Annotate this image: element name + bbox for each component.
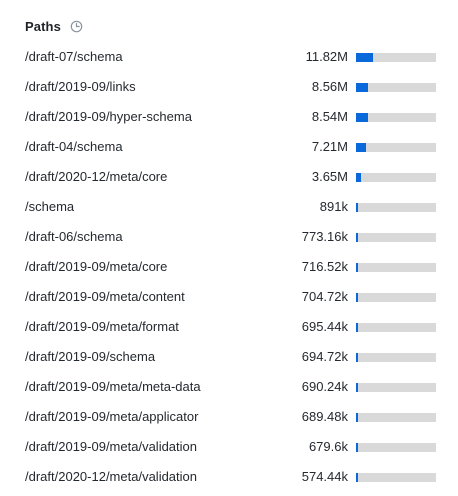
list-item[interactable]: /draft/2019-09/meta/meta-data 690.24k xyxy=(0,373,458,403)
count-bar-fill xyxy=(356,173,361,182)
count-bar-fill xyxy=(356,83,368,92)
paths-header: Paths xyxy=(25,16,83,36)
count-bar-fill xyxy=(356,323,358,332)
count-bar-fill xyxy=(356,293,358,302)
path-label: /draft/2019-09/meta/content xyxy=(25,289,185,304)
count-bar xyxy=(356,263,436,272)
path-label: /draft/2019-09/meta/meta-data xyxy=(25,379,201,394)
count-bar xyxy=(356,323,436,332)
count-bar-fill xyxy=(356,263,358,272)
list-item[interactable]: /draft-06/schema 773.16k xyxy=(0,223,458,253)
path-label: /draft-06/schema xyxy=(25,229,123,244)
list-item[interactable]: /draft/2019-09/hyper-schema 8.54M xyxy=(0,103,458,133)
count-bar xyxy=(356,353,436,362)
list-item[interactable]: /draft/2019-09/meta/format 695.44k xyxy=(0,313,458,343)
clock-icon[interactable] xyxy=(70,20,83,33)
path-label: /draft/2020-12/meta/core xyxy=(25,169,168,184)
count-bar-fill xyxy=(356,233,358,242)
list-item[interactable]: /draft/2019-09/links 8.56M xyxy=(0,73,458,103)
count-value: 694.72k xyxy=(301,349,348,364)
path-label: /draft/2019-09/meta/format xyxy=(25,319,179,334)
list-item[interactable]: /draft/2019-09/schema 694.72k xyxy=(0,343,458,373)
count-value: 716.52k xyxy=(301,259,348,274)
list-item[interactable]: /draft/2020-12/meta/validation 574.44k xyxy=(0,463,458,493)
count-bar-fill xyxy=(356,113,368,122)
count-value: 695.44k xyxy=(301,319,348,334)
list-item[interactable]: /draft/2020-12/meta/core 3.65M xyxy=(0,163,458,193)
count-bar xyxy=(356,203,436,212)
count-bar-fill xyxy=(356,353,358,362)
list-item[interactable]: /draft/2019-09/meta/applicator 689.48k xyxy=(0,403,458,433)
count-value: 8.54M xyxy=(311,109,348,124)
count-value: 690.24k xyxy=(301,379,348,394)
count-bar-fill xyxy=(356,53,373,62)
path-label: /schema xyxy=(25,199,75,214)
count-bar-fill xyxy=(356,143,366,152)
list-item[interactable]: /draft-04/schema 7.21M xyxy=(0,133,458,163)
count-value: 8.56M xyxy=(311,79,348,94)
count-bar xyxy=(356,173,436,182)
count-value: 11.82M xyxy=(305,49,348,64)
count-bar xyxy=(356,233,436,242)
path-label: /draft/2019-09/meta/applicator xyxy=(25,409,199,424)
count-bar xyxy=(356,53,436,62)
path-label: /draft/2019-09/meta/core xyxy=(25,259,168,274)
count-bar xyxy=(356,113,436,122)
count-value: 574.44k xyxy=(301,469,348,484)
count-bar xyxy=(356,443,436,452)
path-label: /draft/2019-09/links xyxy=(25,79,136,94)
path-label: /draft-04/schema xyxy=(25,139,123,154)
count-bar xyxy=(356,83,436,92)
path-label: /draft/2019-09/schema xyxy=(25,349,156,364)
count-bar-fill xyxy=(356,383,358,392)
path-label: /draft/2019-09/hyper-schema xyxy=(25,109,192,124)
count-bar xyxy=(356,143,436,152)
path-label: /draft/2019-09/meta/validation xyxy=(25,439,197,454)
list-item[interactable]: /draft-07/schema 11.82M xyxy=(0,43,458,73)
count-value: 891k xyxy=(319,199,348,214)
count-value: 773.16k xyxy=(301,229,348,244)
list-item[interactable]: /draft/2019-09/meta/validation 679.6k xyxy=(0,433,458,463)
count-bar xyxy=(356,383,436,392)
panel-title: Paths xyxy=(25,18,61,34)
list-item[interactable]: /schema 891k xyxy=(0,193,458,223)
list-item[interactable]: /draft/2019-09/meta/content 704.72k xyxy=(0,283,458,313)
list-item[interactable]: /draft/2019-09/meta/core 716.52k xyxy=(0,253,458,283)
count-value: 3.65M xyxy=(311,169,348,184)
count-bar-fill xyxy=(356,443,358,452)
count-value: 689.48k xyxy=(301,409,348,424)
count-bar xyxy=(356,413,436,422)
count-bar xyxy=(356,473,436,482)
count-bar xyxy=(356,293,436,302)
count-bar-fill xyxy=(356,473,358,482)
path-label: /draft/2020-12/meta/validation xyxy=(25,469,197,484)
paths-list: /draft-07/schema 11.82M /draft/2019-09/l… xyxy=(0,43,458,493)
count-value: 704.72k xyxy=(301,289,348,304)
path-label: /draft-07/schema xyxy=(25,49,123,64)
count-bar-fill xyxy=(356,203,358,212)
count-value: 679.6k xyxy=(308,439,348,454)
count-bar-fill xyxy=(356,413,358,422)
count-value: 7.21M xyxy=(311,139,348,154)
